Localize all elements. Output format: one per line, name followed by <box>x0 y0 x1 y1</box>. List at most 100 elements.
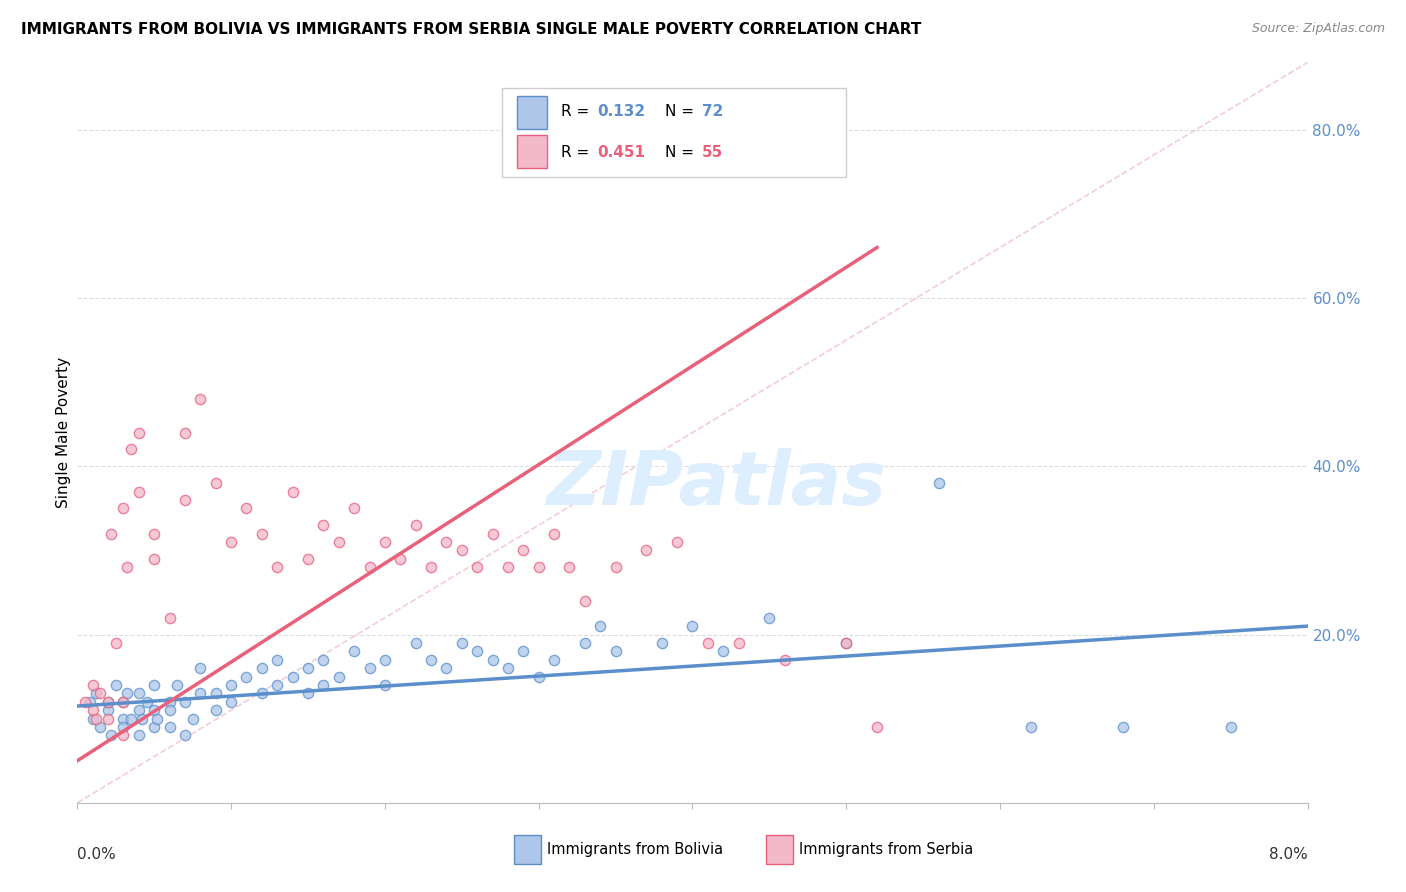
Point <box>420 653 443 667</box>
Point <box>281 484 304 499</box>
Point <box>82 678 104 692</box>
Point <box>219 535 242 549</box>
Point <box>543 526 565 541</box>
Point <box>1219 720 1241 734</box>
Point <box>343 501 366 516</box>
Point <box>89 686 111 700</box>
Point <box>696 636 718 650</box>
Point <box>79 695 101 709</box>
Point <box>727 636 749 650</box>
Point <box>204 686 226 700</box>
Point <box>143 551 166 566</box>
Point <box>512 543 534 558</box>
Point <box>465 644 488 658</box>
Point <box>312 678 335 692</box>
Point <box>450 636 472 650</box>
Point <box>174 425 197 440</box>
Point <box>666 535 689 549</box>
Text: 55: 55 <box>703 145 724 160</box>
Point <box>250 526 273 541</box>
Point <box>143 678 166 692</box>
Text: Immigrants from Serbia: Immigrants from Serbia <box>800 842 974 857</box>
Point <box>159 610 181 624</box>
Point <box>281 670 304 684</box>
Point <box>166 678 188 692</box>
Point <box>481 653 503 667</box>
Point <box>112 695 135 709</box>
Point <box>82 703 104 717</box>
Point <box>328 670 350 684</box>
Point <box>100 526 122 541</box>
Point <box>73 695 96 709</box>
Point <box>100 729 122 743</box>
Point <box>188 686 212 700</box>
Point <box>266 653 288 667</box>
Y-axis label: Single Male Poverty: Single Male Poverty <box>56 357 70 508</box>
Point <box>574 594 596 608</box>
Point <box>465 560 488 574</box>
Point <box>297 661 319 675</box>
Point <box>97 703 120 717</box>
Text: IMMIGRANTS FROM BOLIVIA VS IMMIGRANTS FROM SERBIA SINGLE MALE POVERTY CORRELATIO: IMMIGRANTS FROM BOLIVIA VS IMMIGRANTS FR… <box>21 22 921 37</box>
Point <box>143 720 166 734</box>
Point <box>496 560 519 574</box>
Bar <box>515 836 541 863</box>
Text: R =: R = <box>561 145 593 160</box>
Point <box>181 712 204 726</box>
Point <box>82 712 104 726</box>
Point <box>605 560 627 574</box>
Point <box>359 661 381 675</box>
Point <box>97 712 120 726</box>
Point <box>651 636 673 650</box>
Point <box>574 636 596 650</box>
Point <box>297 551 319 566</box>
Point <box>159 695 181 709</box>
Point <box>235 670 257 684</box>
Point <box>527 560 550 574</box>
Point <box>131 712 153 726</box>
Point <box>405 636 427 650</box>
Point <box>405 518 427 533</box>
Point <box>328 535 350 549</box>
Point <box>636 543 658 558</box>
Point <box>112 695 135 709</box>
Bar <box>766 836 793 863</box>
Point <box>605 644 627 658</box>
Point <box>120 442 142 457</box>
FancyBboxPatch shape <box>502 88 846 178</box>
Point <box>835 636 858 650</box>
Point <box>219 678 242 692</box>
Point <box>97 695 120 709</box>
Point <box>128 686 150 700</box>
Point <box>174 729 197 743</box>
Point <box>89 720 111 734</box>
Point <box>266 678 288 692</box>
Point <box>188 392 212 406</box>
Point <box>436 535 458 549</box>
Point <box>343 644 366 658</box>
Point <box>204 703 226 717</box>
Point <box>135 695 157 709</box>
Point <box>250 661 273 675</box>
Point <box>104 678 127 692</box>
Text: Immigrants from Bolivia: Immigrants from Bolivia <box>547 842 724 857</box>
Point <box>112 712 135 726</box>
Point <box>128 703 150 717</box>
Text: ZIPatlas: ZIPatlas <box>547 448 887 521</box>
Point <box>1112 720 1135 734</box>
Point <box>128 425 150 440</box>
Point <box>84 712 107 726</box>
Point <box>543 653 565 667</box>
Point <box>84 686 107 700</box>
Point <box>527 670 550 684</box>
Point <box>773 653 796 667</box>
Text: N =: N = <box>665 145 699 160</box>
Point <box>146 712 169 726</box>
Point <box>235 501 257 516</box>
Point <box>159 720 181 734</box>
Point <box>219 695 242 709</box>
Point <box>1019 720 1042 734</box>
Text: 0.132: 0.132 <box>598 103 645 119</box>
Point <box>758 610 780 624</box>
Point <box>512 644 534 658</box>
